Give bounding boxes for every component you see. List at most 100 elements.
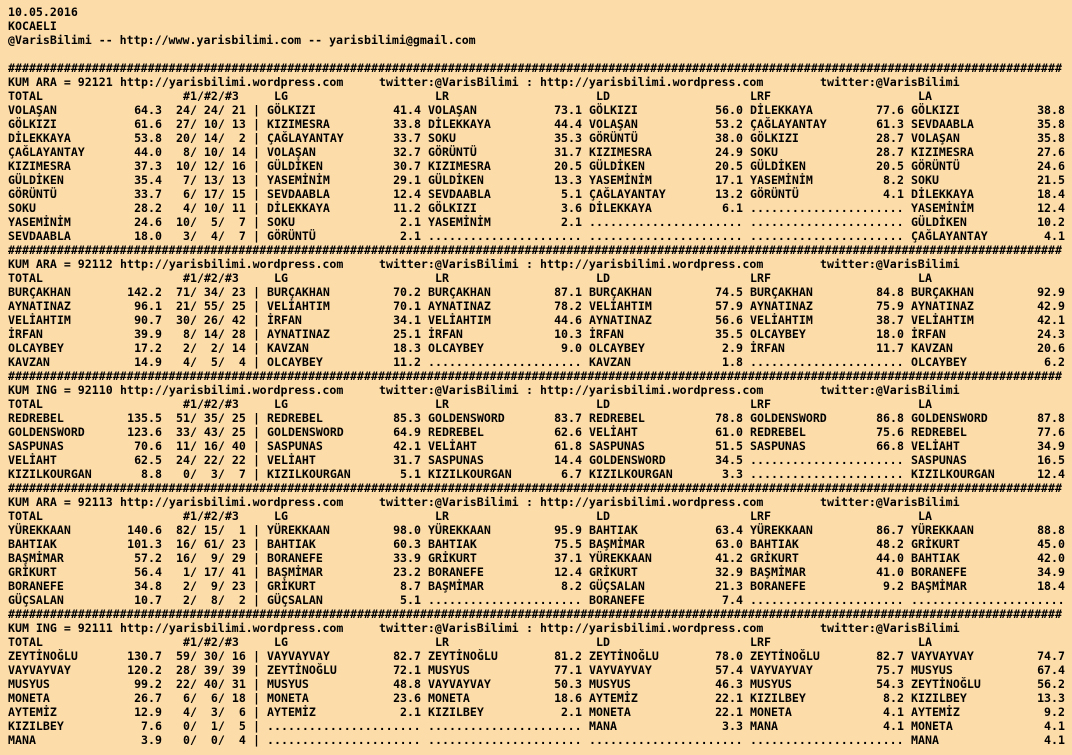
column-header-lg: LG xyxy=(274,635,288,649)
block-score: 53.2 xyxy=(715,117,743,131)
race-title: KUM ING = 92110 xyxy=(8,383,113,397)
block-score: 13.3 xyxy=(1037,691,1065,705)
block-horse-name: REDREBEL xyxy=(428,425,484,439)
separator-line: ########################################… xyxy=(8,61,1062,75)
empty-block-dots: ...................... xyxy=(428,229,582,243)
block-horse-name: BURÇAKHAN xyxy=(267,285,330,299)
separator-line: ########################################… xyxy=(8,369,1062,383)
block-horse-name: YÜREKKAAN xyxy=(589,551,652,565)
column-divider: | xyxy=(253,327,260,341)
block-horse-name: DİLEKKAYA xyxy=(428,117,491,131)
block-horse-name: BURÇAKHAN xyxy=(750,285,813,299)
placings: 82/ 15/ 1 xyxy=(176,523,246,537)
block-score: 34.5 xyxy=(715,453,743,467)
block-score: 57.4 xyxy=(715,663,743,677)
block-score: 44.4 xyxy=(554,117,582,131)
block-horse-name: KIZILBEY xyxy=(428,705,484,719)
block-score: 33.8 xyxy=(393,117,421,131)
block-score: 48.8 xyxy=(393,677,421,691)
block-score: 95.9 xyxy=(554,523,582,537)
column-header-lrf: LRF xyxy=(750,509,771,523)
horse-name: OLCAYBEY xyxy=(8,341,64,355)
horse-name: REDREBEL xyxy=(8,411,64,425)
block-horse-name: YÜREKKAAN xyxy=(911,523,974,537)
block-horse-name: ÇAĞLAYANTAY xyxy=(750,117,827,131)
placings: 33/ 43/ 25 xyxy=(176,425,246,439)
twitter-handle: twitter:@VarisBilimi xyxy=(820,75,960,89)
column-divider: | xyxy=(253,229,260,243)
block-score: 78.0 xyxy=(715,649,743,663)
total-score: 96.1 xyxy=(134,299,162,313)
column-divider: | xyxy=(253,117,260,131)
block-score: 2.1 xyxy=(400,215,421,229)
horse-name: KIZILBEY xyxy=(8,719,64,733)
placings: 6/ 17/ 15 xyxy=(176,187,246,201)
block-horse-name: AYNATINAZ xyxy=(911,299,974,313)
block-horse-name: VELİAHTIM xyxy=(589,299,652,313)
block-score: 21.5 xyxy=(1037,173,1065,187)
total-score: 18.0 xyxy=(134,229,162,243)
placings: 6/ 6/ 18 xyxy=(176,691,246,705)
block-horse-name: DİLEKKAYA xyxy=(911,187,974,201)
block-horse-name: BORANEFE xyxy=(750,579,806,593)
block-horse-name: MONETA xyxy=(428,691,470,705)
twitter-handle: twitter:@VarisBilimi xyxy=(820,383,960,397)
placings: 59/ 30/ 16 xyxy=(176,649,246,663)
total-score: 24.6 xyxy=(134,215,162,229)
total-score: 56.4 xyxy=(134,565,162,579)
site-link: http://yarisbilimi.wordpress.com xyxy=(120,621,344,635)
placings: 0/ 0/ 4 xyxy=(176,733,246,747)
column-divider: | xyxy=(253,145,260,159)
column-header-la: LA xyxy=(918,397,932,411)
block-horse-name: BAŞMİMAR xyxy=(750,565,806,579)
block-horse-name: ÇAĞLAYANTAY xyxy=(911,229,988,243)
horse-name: SEVDAABLA xyxy=(8,229,71,243)
block-horse-name: KIZILKOURGAN xyxy=(911,467,995,481)
total-score: 26.7 xyxy=(134,691,162,705)
block-score: 10.3 xyxy=(554,327,582,341)
block-score: 30.7 xyxy=(393,159,421,173)
total-score: 8.8 xyxy=(141,467,162,481)
placings: 2/ 2/ 14 xyxy=(176,341,246,355)
column-divider: | xyxy=(253,719,260,733)
horse-name: MANA xyxy=(8,733,36,747)
twitter-handle: twitter:@VarisBilimi xyxy=(820,621,960,635)
block-score: 54.3 xyxy=(876,677,904,691)
empty-block-dots: ...................... xyxy=(589,733,743,747)
block-horse-name: MONETA xyxy=(750,705,792,719)
block-score: 20.5 xyxy=(715,159,743,173)
column-divider: | xyxy=(253,215,260,229)
site-link: http://yarisbilimi.wordpress.com xyxy=(540,495,764,509)
block-horse-name: AYNATINAZ xyxy=(267,327,330,341)
block-horse-name: GÜLDİKEN xyxy=(267,159,323,173)
horse-name: BAŞMİMAR xyxy=(8,551,64,565)
block-horse-name: KIZIMESRA xyxy=(428,159,491,173)
column-divider: | xyxy=(253,341,260,355)
twitter-handle: twitter:@VarisBilimi xyxy=(379,495,519,509)
placings: 8/ 10/ 14 xyxy=(176,145,246,159)
block-score: 6.1 xyxy=(722,201,743,215)
block-horse-name: SASPUNAS xyxy=(428,453,484,467)
column-header-la: LA xyxy=(918,635,932,649)
block-score: 3.3 xyxy=(722,467,743,481)
block-horse-name: MANA xyxy=(589,719,617,733)
horse-name: MUSYUS xyxy=(8,677,50,691)
block-horse-name: GÖLKIZI xyxy=(267,103,316,117)
block-score: 8.2 xyxy=(883,173,904,187)
block-score: 21.3 xyxy=(715,579,743,593)
block-horse-name: BAHTIAK xyxy=(589,523,638,537)
block-score: 57.9 xyxy=(715,299,743,313)
block-score: 10.2 xyxy=(1037,215,1065,229)
total-score: 34.8 xyxy=(134,579,162,593)
block-score: 62.6 xyxy=(554,425,582,439)
block-score: 16.5 xyxy=(1037,453,1065,467)
block-horse-name: SEVDAABLA xyxy=(428,187,491,201)
site-link: http://yarisbilimi.wordpress.com xyxy=(120,495,344,509)
block-score: 18.4 xyxy=(1037,579,1065,593)
total-score: 101.3 xyxy=(127,537,162,551)
column-header-lr: LR xyxy=(435,397,449,411)
block-horse-name: GÖRÜNTÜ xyxy=(267,229,316,243)
block-horse-name: MANA xyxy=(911,733,939,747)
column-divider: | xyxy=(253,691,260,705)
